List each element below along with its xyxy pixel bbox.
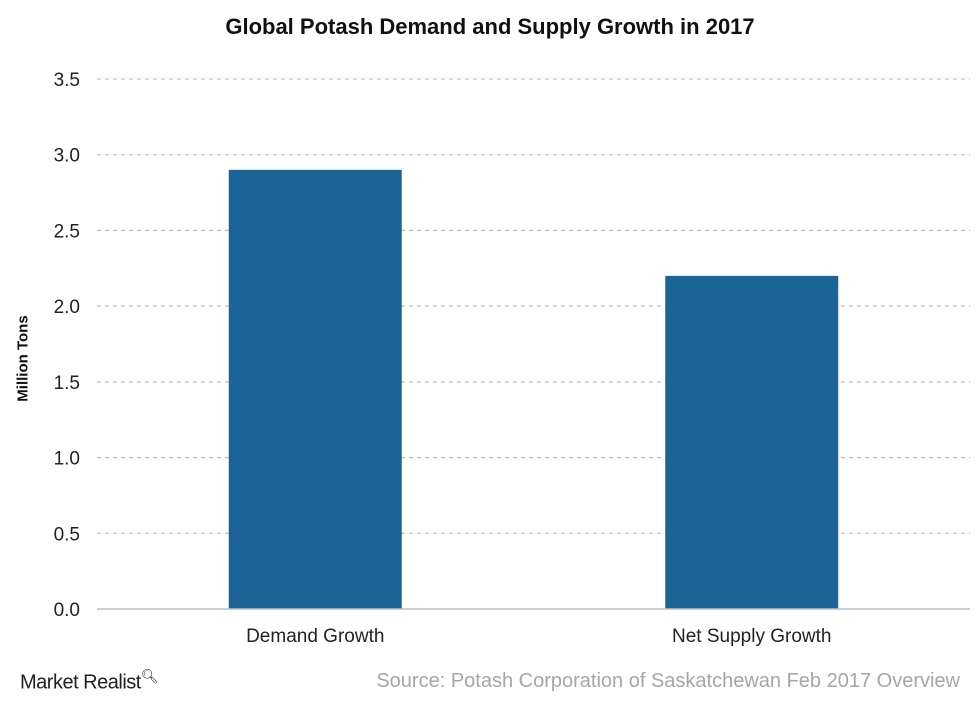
magnifier-icon: 🔍︎ xyxy=(140,668,159,684)
y-tick-label: 3.5 xyxy=(54,70,80,91)
x-tick-label: Net Supply Growth xyxy=(672,626,831,647)
logo-text: Market Realist xyxy=(20,671,141,694)
y-tick-label: 0.5 xyxy=(54,524,80,545)
source-note: Source: Potash Corporation of Saskatchew… xyxy=(376,670,960,692)
bar-demand-growth xyxy=(228,169,402,609)
x-tick-label: Demand Growth xyxy=(246,626,384,647)
y-tick-label: 2.5 xyxy=(54,221,80,242)
y-tick-label: 1.0 xyxy=(54,449,80,470)
y-tick-label: 0.0 xyxy=(54,600,80,621)
y-tick-label: 2.0 xyxy=(54,297,80,318)
y-tick-label: 1.5 xyxy=(54,373,80,394)
market-realist-logo: Market Realist🔍︎ xyxy=(20,668,159,695)
chart-title: Global Potash Demand and Supply Growth i… xyxy=(225,14,755,39)
y-tick-label: 3.0 xyxy=(54,146,80,167)
bar-net-supply-growth xyxy=(665,275,839,609)
